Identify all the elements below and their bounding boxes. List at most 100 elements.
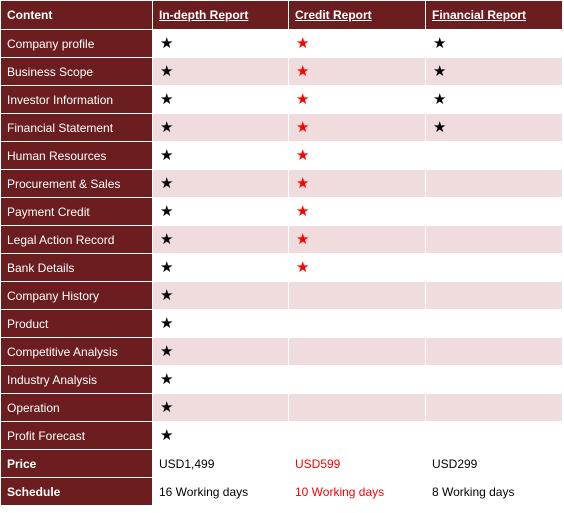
header-row: Content In-depth Report Credit Report Fi… xyxy=(0,0,563,30)
table-row: Competitive Analysis ★ xyxy=(0,337,563,366)
table-row: Bank Details ★ ★ xyxy=(0,253,563,282)
star-icon: ★ xyxy=(296,203,310,220)
cell-in-depth: ★ xyxy=(152,141,289,170)
cell-financial: ★ xyxy=(425,85,563,114)
star-icon: ★ xyxy=(296,119,310,136)
row-label: Legal Action Record xyxy=(0,225,153,254)
cell-in-depth: ★ xyxy=(152,309,289,338)
cell-credit xyxy=(288,281,426,310)
cell-financial: ★ xyxy=(425,113,563,142)
row-label: Payment Credit xyxy=(0,197,153,226)
table-row: Operation ★ xyxy=(0,393,563,422)
header-financial-report: Financial Report xyxy=(425,0,563,30)
cell-in-depth: ★ xyxy=(152,225,289,254)
table-row: Business Scope ★ ★ ★ xyxy=(0,57,563,86)
cell-financial xyxy=(425,253,563,282)
star-icon: ★ xyxy=(160,63,174,80)
cell-financial xyxy=(425,337,563,366)
row-label: Product xyxy=(0,309,153,338)
schedule-row: Schedule 16 Working days 10 Working days… xyxy=(0,477,563,506)
row-label: Procurement & Sales xyxy=(0,169,153,198)
schedule-label: Schedule xyxy=(0,477,153,506)
table-row: Procurement & Sales ★ ★ xyxy=(0,169,563,198)
cell-financial xyxy=(425,225,563,254)
row-label: Financial Statement xyxy=(0,113,153,142)
table-row: Payment Credit ★ ★ xyxy=(0,197,563,226)
cell-credit xyxy=(288,337,426,366)
cell-in-depth: ★ xyxy=(152,29,289,58)
star-icon: ★ xyxy=(296,175,310,192)
table-row: Investor Information ★ ★ ★ xyxy=(0,85,563,114)
table-row: Industry Analysis ★ xyxy=(0,365,563,394)
row-label: Company History xyxy=(0,281,153,310)
cell-financial xyxy=(425,169,563,198)
table-row: Product ★ xyxy=(0,309,563,338)
price-label: Price xyxy=(0,449,153,478)
star-icon: ★ xyxy=(160,175,174,192)
star-icon: ★ xyxy=(296,147,310,164)
row-label: Operation xyxy=(0,393,153,422)
price-credit: USD599 xyxy=(288,449,426,478)
star-icon: ★ xyxy=(160,343,174,360)
star-icon: ★ xyxy=(433,91,447,108)
cell-financial: ★ xyxy=(425,29,563,58)
star-icon: ★ xyxy=(160,35,174,52)
cell-credit: ★ xyxy=(288,85,426,114)
cell-financial xyxy=(425,421,563,450)
row-label: Human Resources xyxy=(0,141,153,170)
row-label: Profit Forecast xyxy=(0,421,153,450)
cell-credit: ★ xyxy=(288,141,426,170)
header-content: Content xyxy=(0,0,153,30)
star-icon: ★ xyxy=(296,259,310,276)
cell-in-depth: ★ xyxy=(152,113,289,142)
table-row: Company History ★ xyxy=(0,281,563,310)
star-icon: ★ xyxy=(160,119,174,136)
star-icon: ★ xyxy=(296,35,310,52)
cell-credit xyxy=(288,365,426,394)
header-credit-report: Credit Report xyxy=(288,0,426,30)
cell-credit: ★ xyxy=(288,225,426,254)
schedule-credit: 10 Working days xyxy=(288,477,426,506)
price-financial: USD299 xyxy=(425,449,563,478)
cell-credit: ★ xyxy=(288,197,426,226)
star-icon: ★ xyxy=(433,63,447,80)
star-icon: ★ xyxy=(433,119,447,136)
cell-in-depth: ★ xyxy=(152,169,289,198)
table-row: Legal Action Record ★ ★ xyxy=(0,225,563,254)
schedule-financial: 8 Working days xyxy=(425,477,563,506)
star-icon: ★ xyxy=(296,231,310,248)
cell-financial xyxy=(425,141,563,170)
cell-credit xyxy=(288,393,426,422)
cell-in-depth: ★ xyxy=(152,393,289,422)
star-icon: ★ xyxy=(160,259,174,276)
star-icon: ★ xyxy=(160,399,174,416)
cell-financial: ★ xyxy=(425,57,563,86)
row-label: Bank Details xyxy=(0,253,153,282)
star-icon: ★ xyxy=(160,427,174,444)
table-row: Company profile ★ ★ ★ xyxy=(0,29,563,58)
cell-credit: ★ xyxy=(288,113,426,142)
row-label: Investor Information xyxy=(0,85,153,114)
table-row: Profit Forecast ★ xyxy=(0,421,563,450)
cell-in-depth: ★ xyxy=(152,337,289,366)
price-in-depth: USD1,499 xyxy=(152,449,289,478)
table-row: Human Resources ★ ★ xyxy=(0,141,563,170)
schedule-in-depth: 16 Working days xyxy=(152,477,289,506)
cell-in-depth: ★ xyxy=(152,57,289,86)
star-icon: ★ xyxy=(296,91,310,108)
row-label: Business Scope xyxy=(0,57,153,86)
star-icon: ★ xyxy=(160,147,174,164)
table-row: Financial Statement ★ ★ ★ xyxy=(0,113,563,142)
cell-credit xyxy=(288,421,426,450)
cell-credit: ★ xyxy=(288,29,426,58)
summary-rows: Price USD1,499 USD599 USD299 Schedule 16… xyxy=(0,449,563,506)
star-icon: ★ xyxy=(160,231,174,248)
cell-credit: ★ xyxy=(288,169,426,198)
cell-financial xyxy=(425,393,563,422)
cell-in-depth: ★ xyxy=(152,197,289,226)
cell-financial xyxy=(425,197,563,226)
star-icon: ★ xyxy=(160,315,174,332)
row-label: Company profile xyxy=(0,29,153,58)
